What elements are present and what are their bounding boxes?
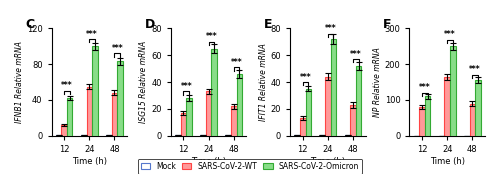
Text: ***: ***	[325, 24, 336, 33]
Text: E: E	[264, 18, 272, 31]
Bar	[444, 77, 450, 136]
Bar	[200, 135, 206, 136]
Bar	[186, 98, 192, 136]
X-axis label: Time (h): Time (h)	[430, 157, 464, 165]
Bar	[212, 49, 217, 136]
Bar	[67, 98, 72, 136]
Bar	[294, 135, 300, 136]
Y-axis label: ISG15 Relative mRNA: ISG15 Relative mRNA	[140, 41, 148, 123]
Bar	[206, 92, 212, 136]
Bar	[231, 106, 236, 136]
X-axis label: Time (h): Time (h)	[310, 157, 346, 165]
Text: ***: ***	[419, 83, 430, 92]
Bar	[106, 135, 112, 136]
X-axis label: Time (h): Time (h)	[72, 157, 107, 165]
Bar	[56, 135, 62, 136]
Text: D: D	[144, 18, 154, 31]
Text: C: C	[25, 18, 34, 31]
Bar	[356, 66, 362, 136]
Bar	[112, 93, 117, 136]
Bar	[470, 104, 475, 136]
Bar	[175, 135, 180, 136]
Text: ***: ***	[444, 30, 456, 39]
Bar	[92, 46, 98, 136]
Bar	[81, 135, 86, 136]
Bar	[236, 74, 242, 136]
Bar	[62, 125, 67, 136]
Bar	[420, 107, 425, 136]
Bar	[330, 39, 336, 136]
Bar	[300, 118, 306, 136]
Text: ***: ***	[86, 30, 98, 39]
Bar	[325, 77, 330, 136]
Bar	[345, 135, 350, 136]
Text: ***: ***	[470, 65, 481, 74]
X-axis label: Time (h): Time (h)	[191, 157, 226, 165]
Y-axis label: IFNB1 Relative mRNA: IFNB1 Relative mRNA	[15, 41, 24, 123]
Text: F: F	[383, 18, 392, 31]
Text: ***: ***	[350, 50, 362, 59]
Text: ***: ***	[300, 73, 312, 82]
Bar	[450, 46, 456, 136]
Text: ***: ***	[206, 32, 217, 41]
Text: ***: ***	[112, 44, 123, 53]
Bar	[425, 96, 430, 136]
Text: ***: ***	[61, 81, 72, 90]
Y-axis label: NP Relative mRNA: NP Relative mRNA	[373, 47, 382, 117]
Bar	[320, 135, 325, 136]
Legend: Mock, SARS-CoV-2-WT, SARS-CoV-2-Omicron: Mock, SARS-CoV-2-WT, SARS-CoV-2-Omicron	[138, 159, 362, 174]
Bar	[475, 80, 480, 136]
Bar	[226, 135, 231, 136]
Bar	[306, 89, 311, 136]
Text: ***: ***	[180, 82, 192, 91]
Bar	[118, 61, 123, 136]
Bar	[86, 86, 92, 136]
Y-axis label: IFIT1 Relative mRNA: IFIT1 Relative mRNA	[258, 43, 268, 121]
Bar	[180, 113, 186, 136]
Bar	[350, 105, 356, 136]
Text: ***: ***	[230, 58, 242, 67]
